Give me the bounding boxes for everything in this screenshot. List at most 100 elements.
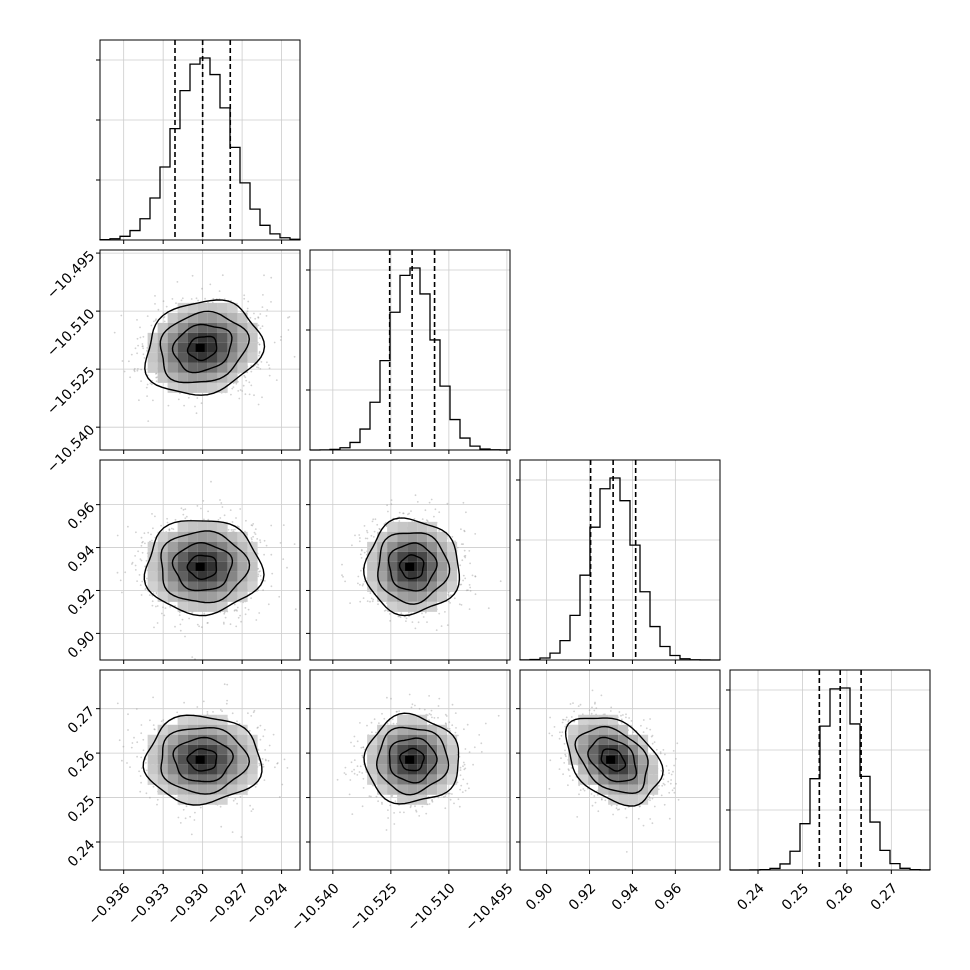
scatter-point [170,527,173,530]
density-cell [177,521,188,532]
scatter-point [136,337,139,340]
density-cell [217,571,228,582]
scatter-point [278,796,281,798]
density-cell [217,541,228,552]
scatter-point [155,380,158,383]
scatter-point [383,717,386,720]
scatter-point [234,609,237,611]
scatter-point [142,335,145,338]
scatter-point [124,571,127,574]
scatter-point [250,538,253,541]
scatter-point [561,731,564,734]
scatter-point [263,539,266,542]
panel-frame [309,249,511,451]
density-cell [447,774,458,785]
scatter-point [600,694,603,697]
density-cell [167,744,178,755]
scatter-point [434,508,437,511]
density-cell [447,571,458,582]
density-cell [207,302,218,313]
scatter-point [359,553,362,556]
scatter-point [219,517,222,519]
scatter-point [356,740,359,743]
scatter-point [394,800,397,803]
density-cell [227,322,238,333]
scatter-point [570,716,573,718]
scatter-point [468,550,471,552]
density-cell [177,312,188,323]
scatter-point [361,772,364,774]
scatter-point [174,518,177,521]
scatter-point [438,612,441,615]
histogram-step [309,267,511,451]
density-cell [387,764,398,775]
density-cell [167,734,178,745]
scatter-point [462,765,464,768]
density-cell [207,714,218,725]
scatter-point [610,706,613,709]
density-cell [367,754,378,765]
scatter-point [459,583,462,586]
scatter-point [136,741,139,744]
scatter-point [336,778,339,781]
scatter-point [615,807,618,810]
scatter-point [194,405,196,408]
x-tick-label: −0.933 [125,880,173,928]
density-cell [187,744,198,755]
scatter-point [259,539,261,541]
scatter-point [451,535,454,538]
scatter-point [462,778,465,781]
scatter-point [244,376,247,379]
density-cell [227,551,238,562]
density-cell [407,734,418,745]
y-tick-label: −10.540 [44,422,98,476]
density-cell [377,531,388,542]
scatter-point [373,530,376,533]
scatter-point [176,711,179,714]
scatter-point [217,519,220,521]
scatter-point [279,542,282,544]
histogram-step [99,57,301,241]
density-cell [377,754,388,765]
density-cell [197,724,208,735]
scatter-point [155,605,157,608]
scatter-point [463,530,466,533]
scatter-point [350,741,352,744]
scatter-point [196,505,199,507]
density-cell [207,744,218,755]
scatter-point [267,759,270,762]
density-cell [197,714,208,725]
scatter-point [273,341,276,344]
scatter-point [354,534,356,537]
density-cell [177,571,188,582]
density-cell [417,601,428,612]
density-cell [157,322,168,333]
y-tick-label: 0.96 [65,500,98,533]
scatter-point [579,703,582,706]
scatter-point [353,759,356,761]
scatter-point [372,784,374,787]
scatter-point [577,705,580,707]
scatter-point [131,742,134,744]
scatter-point [150,383,153,386]
scatter-point [638,805,641,808]
scatter-point [236,802,239,805]
scatter-point [141,541,144,544]
density-cell [197,774,208,785]
density-cell [197,332,208,343]
scatter-point [139,790,142,793]
scatter-point [118,739,121,742]
scatter-point [363,580,366,583]
scatter-point [151,513,153,515]
scatter-point [207,518,210,521]
y-tick-label: 0.94 [65,542,98,575]
scatter-point [447,591,450,594]
scatter-point [469,590,472,592]
y-tick-label: −10.510 [44,306,98,360]
density-cell [437,571,448,582]
density-cell [147,352,158,363]
scatter-point [257,573,260,576]
density-cell [437,774,448,785]
scatter-point [444,795,447,797]
density-cell [227,342,238,353]
